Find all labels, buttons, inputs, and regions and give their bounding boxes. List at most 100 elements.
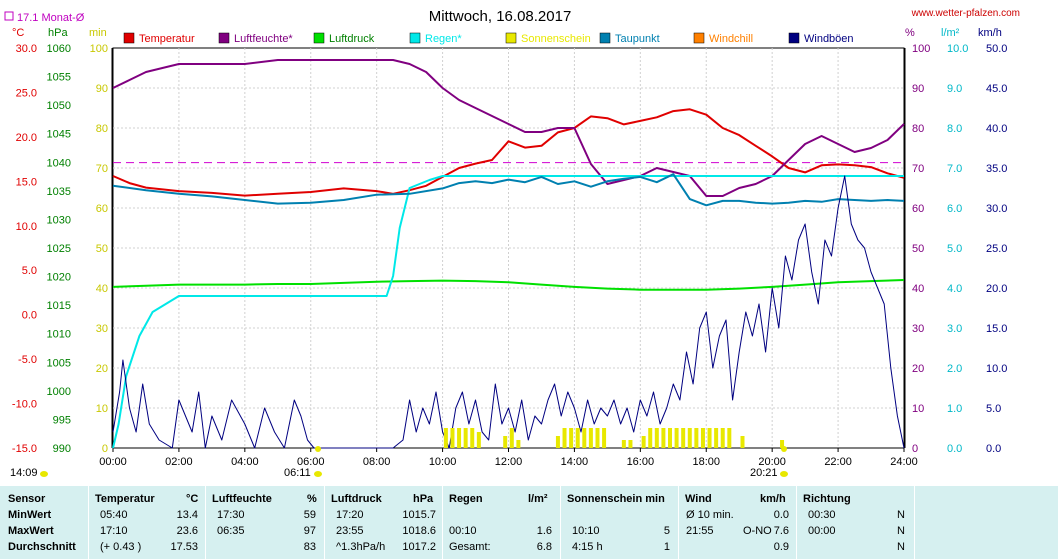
wind-tick-label: 40.0 [986,123,1007,135]
sunshine-bar [681,428,686,448]
statistics-table: Sensor Temperatur °C Luftfeuchte % Luftd… [0,486,1058,559]
pressure-tick-label: 1000 [47,386,71,398]
sunrise-icon [314,471,322,477]
sunshine-bar [575,428,580,448]
sunshine-bar [654,428,659,448]
stat-h-time: 06:35 [217,525,245,537]
temperature-tick-label: 15.0 [16,176,37,188]
temperature-tick-label: -15.0 [12,443,37,455]
sunshine-bar [450,428,455,448]
stat-d-time: 00:00 [808,525,836,537]
stat-t-val: 13.4 [176,509,198,521]
stat-h-val: 97 [303,525,316,537]
stat-label: MinWert [8,509,52,521]
x-tick-label: 10:00 [429,456,457,468]
pressure-tick-label: 1055 [47,72,71,84]
legend-label: Regen* [425,33,462,45]
stat-t-val: 23.6 [176,525,198,537]
wind-tick-label: 0.0 [986,443,1001,455]
legend-swatch [409,32,421,44]
legend-swatch [313,32,325,44]
stat-h-time: 17:30 [217,509,245,521]
divider [796,486,797,559]
legend-label: Taupunkt [615,33,660,45]
sunshine-bar [694,428,699,448]
sunshine-bar [667,428,672,448]
legend-label: Sonnenschein [521,33,591,45]
sunshine-bar [595,428,600,448]
stat-w-dir: O-NO [743,525,772,537]
x-tick-label: 24:00 [890,456,918,468]
x-tick-label: 12:00 [495,456,523,468]
sunshine-bar [641,436,646,448]
month-avg-marker [4,11,14,21]
stat-d-val: N [897,541,905,553]
header-wind-unit: km/h [760,493,786,505]
header-direction: Richtung [803,493,851,505]
chart-title: Mittwoch, 16.08.2017 [429,8,572,25]
wind-tick-label: 10.0 [986,363,1007,375]
humidity-tick-label: 70 [912,163,924,175]
temperature-tick-label: -5.0 [18,354,37,366]
chart-legend: Temperatur Luftfeuchte* Luftdruck Regen* Son… [123,32,854,45]
sunshine-bar [621,440,626,448]
sunshine-bar [569,428,574,448]
wind-tick-label: 15.0 [986,323,1007,335]
pressure-tick-label: 1020 [47,272,71,284]
series-luftdruck-line [112,279,905,291]
rain-tick-label: 3.0 [947,323,962,335]
temperature-tick-label: 25.0 [16,87,37,99]
sunshine-axis-unit: min [89,27,107,39]
wind-tick-label: 20.0 [986,283,1007,295]
humidity-tick-label: 0 [912,443,918,455]
wind-tick-label: 50.0 [986,43,1007,55]
stat-r-val: 6.8 [536,541,552,553]
legend-swatch [788,32,800,44]
header-temperature: Temperatur [95,493,155,505]
website-link[interactable]: www.wetter-pfalzen.com [911,8,1020,19]
chart-axes: 30.0 25.0 20.0 15.0 10.0 5.0 0.0 -5.0 -10.0 -15.0… [12,27,1008,468]
sunshine-bar [674,428,679,448]
header-temperature-unit: °C [186,493,199,505]
sunrise-label: 06:11 [284,467,311,479]
x-tick-label: 20:00 [758,456,786,468]
legend-label: Windböen [804,33,854,45]
stat-r-time: 00:10 [449,525,477,537]
wind-axis-unit: km/h [978,27,1002,39]
rain-tick-label: 9.0 [947,83,962,95]
legend-label: Temperatur [139,33,195,45]
pressure-tick-label: 1025 [47,243,71,255]
humidity-tick-label: 20 [912,363,924,375]
chart-grid [112,47,905,449]
wind-tick-label: 45.0 [986,83,1007,95]
sunshine-tick-label: 20 [96,363,108,375]
header-pressure-unit: hPa [413,493,434,505]
sunshine-bar [476,432,481,448]
sunshine-bar [714,428,719,448]
sunshine-tick-label: 100 [90,43,108,55]
x-tick-label: 22:00 [824,456,852,468]
temperature-tick-label: -10.0 [12,399,37,411]
pressure-axis-unit: hPa [48,27,68,39]
x-tick-label: 08:00 [363,456,391,468]
sunrise-marker [315,446,321,452]
header-rain: Regen [449,493,483,505]
pressure-tick-label: 1040 [47,157,71,169]
temperature-axis-unit: °C [12,27,24,39]
rain-tick-label: 1.0 [947,403,962,415]
sunshine-bar [707,428,712,448]
humidity-tick-label: 80 [912,123,924,135]
divider [205,486,206,559]
rain-tick-label: 0.0 [947,443,962,455]
sunshine-bar [661,428,666,448]
header-sensor: Sensor [8,493,46,505]
stat-t-time: 17:10 [100,525,128,537]
sunset-label: 20:21 [750,467,778,479]
sunshine-bar [648,428,653,448]
stat-t-time: (+ 0.43 ) [100,541,142,553]
pressure-tick-label: 1050 [47,100,71,112]
pressure-tick-label: 1015 [47,300,71,312]
x-tick-label: 04:00 [231,456,259,468]
header-humidity: Luftfeuchte [212,493,272,505]
stat-h-val: 83 [303,541,316,553]
